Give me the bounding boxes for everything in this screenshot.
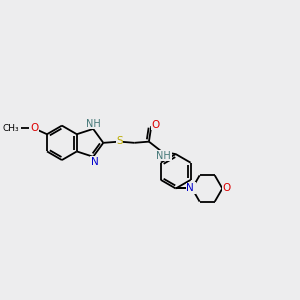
Text: O: O (223, 184, 231, 194)
Text: CH₃: CH₃ (3, 124, 20, 133)
Text: N: N (186, 184, 194, 194)
Text: O: O (152, 120, 160, 130)
Text: S: S (116, 136, 123, 146)
Text: N: N (91, 157, 98, 166)
Text: O: O (30, 123, 38, 133)
Text: NH: NH (156, 151, 171, 161)
Text: NH: NH (86, 118, 101, 129)
Text: N: N (188, 183, 196, 193)
